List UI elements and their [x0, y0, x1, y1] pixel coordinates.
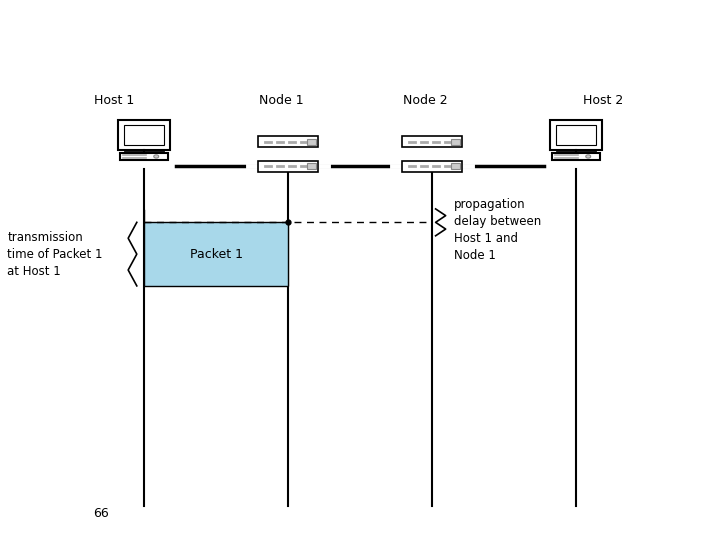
- Bar: [451, 163, 460, 169]
- Circle shape: [586, 155, 590, 158]
- Bar: [258, 160, 318, 172]
- Text: Packet 1: Packet 1: [189, 248, 243, 261]
- Text: Node 1: Node 1: [259, 93, 304, 107]
- Text: Node 2: Node 2: [403, 93, 448, 107]
- Bar: [451, 139, 460, 145]
- Bar: [307, 163, 316, 169]
- Bar: [258, 136, 318, 147]
- Text: propagation
delay between
Host 1 and
Node 1: propagation delay between Host 1 and Nod…: [454, 198, 541, 262]
- Bar: [120, 153, 168, 160]
- Bar: [402, 160, 462, 172]
- Text: Host 2: Host 2: [583, 93, 624, 107]
- Text: Timing of Datagram Packet Switching: Timing of Datagram Packet Switching: [9, 12, 598, 39]
- Bar: [124, 125, 164, 145]
- Bar: [556, 125, 596, 145]
- Circle shape: [154, 155, 158, 158]
- Bar: [307, 139, 316, 145]
- Bar: [402, 136, 462, 147]
- Bar: [144, 222, 288, 286]
- Text: transmission
time of Packet 1
at Host 1: transmission time of Packet 1 at Host 1: [7, 231, 103, 278]
- Text: 66: 66: [94, 508, 109, 521]
- Bar: [118, 120, 170, 150]
- Bar: [552, 153, 600, 160]
- Text: Host 1: Host 1: [94, 93, 134, 107]
- Bar: [550, 120, 602, 150]
